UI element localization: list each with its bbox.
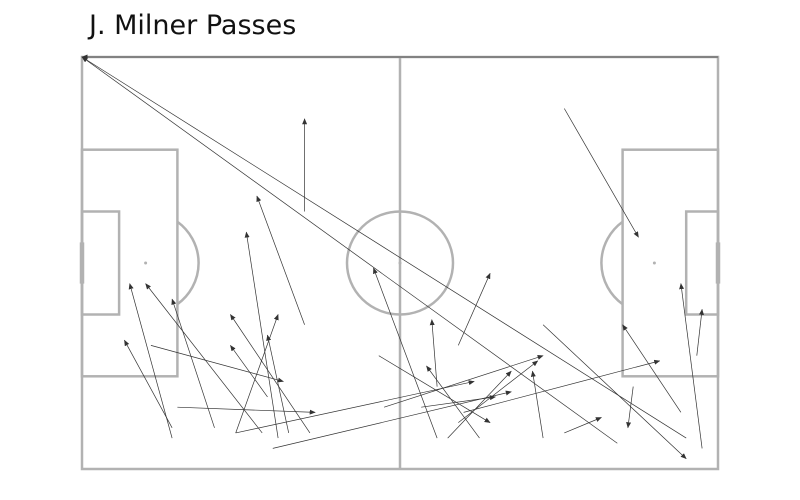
pass-arrow <box>81 56 687 439</box>
right-penalty-spot <box>652 261 656 265</box>
pass-arrow <box>626 386 634 429</box>
pass-arrow <box>378 355 491 423</box>
pass-arrow <box>447 370 512 439</box>
left-penalty-spot <box>144 261 148 265</box>
pass-arrow <box>171 298 215 428</box>
pass-arrow <box>266 334 290 434</box>
pass-arrow <box>235 314 279 434</box>
pass-arrow <box>244 231 279 439</box>
pass-arrow <box>150 345 284 383</box>
pass-arrow <box>421 395 496 408</box>
pass-arrow <box>383 355 544 408</box>
pass-arrow <box>124 339 173 428</box>
pass-arrow <box>145 283 263 434</box>
pass-arrow <box>564 417 602 434</box>
pass-arrow <box>230 314 311 434</box>
chart-title: J. Milner Passes <box>89 10 297 41</box>
pass-arrow <box>373 267 438 439</box>
right-six-yard-box <box>684 210 720 316</box>
pass-arrow <box>426 365 480 439</box>
pass-arrow <box>563 108 639 238</box>
pass-arrow <box>679 283 703 449</box>
left-penalty-arc <box>176 220 200 306</box>
pass-arrow <box>230 344 268 398</box>
pass-arrow <box>235 380 475 434</box>
pass-arrow <box>457 272 491 346</box>
pass-arrow <box>256 195 305 325</box>
right-penalty-box <box>621 148 720 378</box>
pass-arrow <box>81 56 618 444</box>
left-six-yard-box <box>80 210 121 316</box>
pass-arrow <box>542 324 687 460</box>
pass-arrow <box>696 308 704 356</box>
pass-arrow <box>622 324 682 413</box>
passes <box>81 54 718 460</box>
pass-arrow <box>177 406 316 415</box>
pass-arrow <box>530 370 544 439</box>
pass-arrow <box>458 360 539 423</box>
right-penalty-arc <box>600 220 624 306</box>
pass-arrow <box>463 359 661 413</box>
pass-arrow <box>429 319 438 387</box>
center-circle <box>345 210 455 316</box>
left-penalty-box <box>80 148 179 378</box>
center-spot <box>398 261 402 265</box>
pass-arrow <box>128 283 173 439</box>
pass-arrow <box>272 390 512 449</box>
